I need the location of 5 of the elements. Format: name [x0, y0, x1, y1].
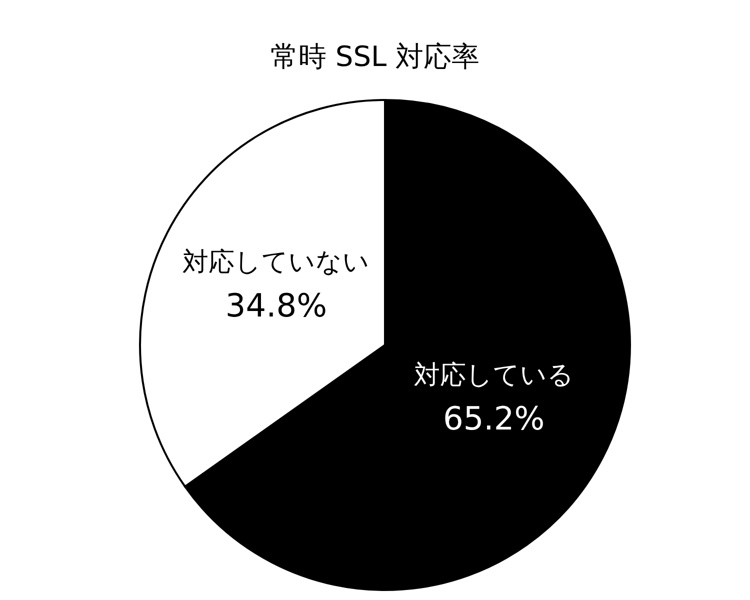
slice-label: 対応している [414, 360, 574, 390]
chart-title: 常時 SSL 対応率 [270, 39, 480, 75]
data-label: 34.8% [225, 286, 328, 325]
data-label: 65.2% [442, 399, 545, 438]
slice-label: 対応していない [182, 248, 370, 278]
